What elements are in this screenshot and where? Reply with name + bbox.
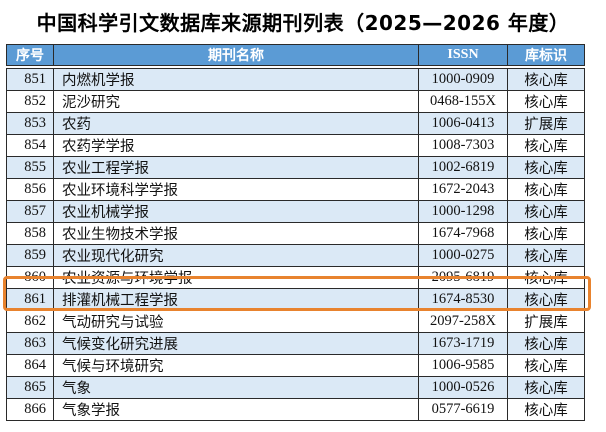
header-row: 序号 期刊名称 ISSN 库标识 bbox=[6, 44, 585, 69]
cell-no: 858 bbox=[6, 222, 54, 245]
table-header: 序号 期刊名称 ISSN 库标识 bbox=[6, 44, 585, 69]
cell-db: 核心库 bbox=[507, 178, 585, 201]
table-row: 859 农业现代化研究 1000-0275 核心库 bbox=[6, 244, 585, 267]
cell-no: 860 bbox=[6, 266, 54, 289]
cell-db: 核心库 bbox=[507, 376, 585, 399]
cell-name: 农药 bbox=[53, 112, 419, 135]
table-row: 851 内燃机学报 1000-0909 核心库 bbox=[6, 66, 585, 91]
journal-table: 序号 期刊名称 ISSN 库标识 851 内燃机学报 1000-0909 核心库 852… bbox=[6, 44, 585, 421]
cell-issn: 1674-8530 bbox=[418, 288, 508, 311]
header-col-name: 期刊名称 bbox=[53, 44, 419, 69]
table-row: 858 农业生物技术学报 1674-7968 核心库 bbox=[6, 222, 585, 245]
cell-db: 核心库 bbox=[507, 156, 585, 179]
cell-db: 核心库 bbox=[507, 266, 585, 289]
cell-no: 856 bbox=[6, 178, 54, 201]
cell-db: 核心库 bbox=[507, 66, 585, 91]
cell-db: 核心库 bbox=[507, 354, 585, 377]
cell-name: 农药学学报 bbox=[53, 134, 419, 157]
cell-no: 861 bbox=[6, 288, 54, 311]
table-row: 853 农药 1006-0413 扩展库 bbox=[6, 112, 585, 135]
header-col-issn: ISSN bbox=[418, 44, 508, 69]
cell-db: 核心库 bbox=[507, 288, 585, 311]
cell-issn: 1000-0909 bbox=[418, 66, 508, 91]
cell-name: 内燃机学报 bbox=[53, 66, 419, 91]
cell-no: 855 bbox=[6, 156, 54, 179]
cell-name: 农业现代化研究 bbox=[53, 244, 419, 267]
cell-issn: 0577-6619 bbox=[418, 398, 508, 421]
table-row: 854 农药学学报 1008-7303 核心库 bbox=[6, 134, 585, 157]
cell-name: 气象 bbox=[53, 376, 419, 399]
cell-no: 857 bbox=[6, 200, 54, 223]
cell-issn: 1000-1298 bbox=[418, 200, 508, 223]
table-row: 852 泥沙研究 0468-155X 核心库 bbox=[6, 90, 585, 113]
cell-db: 核心库 bbox=[507, 244, 585, 267]
header-col-db: 库标识 bbox=[507, 44, 585, 69]
table-row: 860 农业资源与环境学报 2095-6819 核心库 bbox=[6, 266, 585, 289]
cell-name: 农业工程学报 bbox=[53, 156, 419, 179]
table-row: 855 农业工程学报 1002-6819 核心库 bbox=[6, 156, 585, 179]
table-row: 866 气象学报 0577-6619 核心库 bbox=[6, 398, 585, 421]
table-row: 861 排灌机械工程学报 1674-8530 核心库 bbox=[6, 288, 585, 311]
header-col-no: 序号 bbox=[6, 44, 54, 69]
cell-no: 865 bbox=[6, 376, 54, 399]
cell-issn: 1673-1719 bbox=[418, 332, 508, 355]
cell-issn: 1672-2043 bbox=[418, 178, 508, 201]
cell-name: 农业资源与环境学报 bbox=[53, 266, 419, 289]
cell-db: 核心库 bbox=[507, 134, 585, 157]
cell-no: 863 bbox=[6, 332, 54, 355]
cell-name: 气象学报 bbox=[53, 398, 419, 421]
table-row: 863 气候变化研究进展 1673-1719 核心库 bbox=[6, 332, 585, 355]
cell-no: 862 bbox=[6, 310, 54, 333]
cell-issn: 1000-0526 bbox=[418, 376, 508, 399]
cell-no: 853 bbox=[6, 112, 54, 135]
cell-issn: 1002-6819 bbox=[418, 156, 508, 179]
cell-name: 泥沙研究 bbox=[53, 90, 419, 113]
cell-issn: 1000-0275 bbox=[418, 244, 508, 267]
table-row: 862 气动研究与试验 2097-258X 扩展库 bbox=[6, 310, 585, 333]
cell-db: 核心库 bbox=[507, 90, 585, 113]
cell-name: 农业环境科学学报 bbox=[53, 178, 419, 201]
table-row: 864 气候与环境研究 1006-9585 核心库 bbox=[6, 354, 585, 377]
cell-issn: 1674-7968 bbox=[418, 222, 508, 245]
cell-name: 农业生物技术学报 bbox=[53, 222, 419, 245]
cell-issn: 1006-0413 bbox=[418, 112, 508, 135]
cell-db: 核心库 bbox=[507, 222, 585, 245]
cell-no: 854 bbox=[6, 134, 54, 157]
cell-name: 排灌机械工程学报 bbox=[53, 288, 419, 311]
cell-name: 农业机械学报 bbox=[53, 200, 419, 223]
cell-db: 核心库 bbox=[507, 398, 585, 421]
page-title: 中国科学引文数据库来源期刊列表（2025—2026 年度） bbox=[36, 11, 570, 35]
cell-db: 扩展库 bbox=[507, 310, 585, 333]
cell-no: 851 bbox=[6, 66, 54, 91]
cell-issn: 1006-9585 bbox=[418, 354, 508, 377]
cell-db: 扩展库 bbox=[507, 112, 585, 135]
cell-no: 852 bbox=[6, 90, 54, 113]
cell-no: 866 bbox=[6, 398, 54, 421]
table-row: 865 气象 1000-0526 核心库 bbox=[6, 376, 585, 399]
cell-db: 核心库 bbox=[507, 332, 585, 355]
cell-issn: 2095-6819 bbox=[418, 266, 508, 289]
cell-db: 核心库 bbox=[507, 200, 585, 223]
cell-issn: 2097-258X bbox=[418, 310, 508, 333]
cell-issn: 1008-7303 bbox=[418, 134, 508, 157]
table-body: 851 内燃机学报 1000-0909 核心库 852 泥沙研究 0468-155X 核心库 8… bbox=[6, 66, 585, 421]
table-row: 857 农业机械学报 1000-1298 核心库 bbox=[6, 200, 585, 223]
table-row: 856 农业环境科学学报 1672-2043 核心库 bbox=[6, 178, 585, 201]
cell-no: 864 bbox=[6, 354, 54, 377]
cell-issn: 0468-155X bbox=[418, 90, 508, 113]
cell-name: 气候与环境研究 bbox=[53, 354, 419, 377]
cell-name: 气动研究与试验 bbox=[53, 310, 419, 333]
cell-name: 气候变化研究进展 bbox=[53, 332, 419, 355]
cell-no: 859 bbox=[6, 244, 54, 267]
